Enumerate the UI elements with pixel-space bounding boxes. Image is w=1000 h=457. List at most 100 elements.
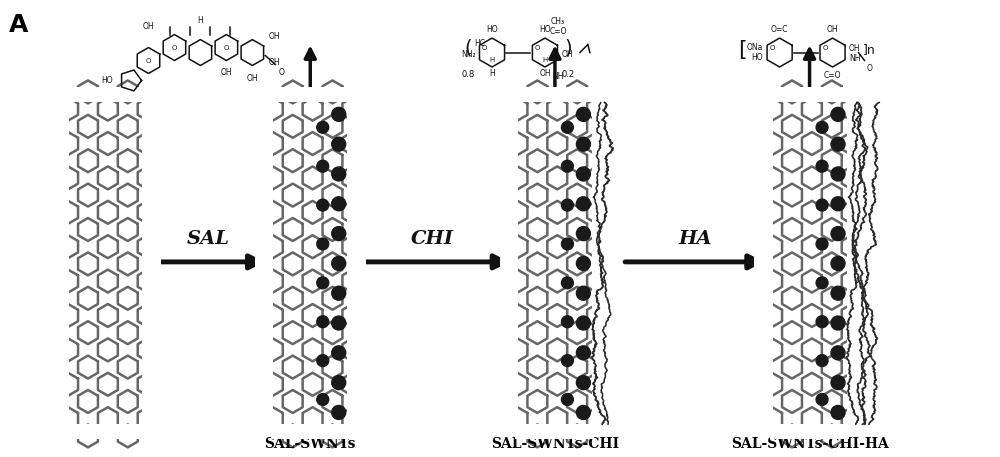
Text: O: O — [482, 45, 487, 51]
Circle shape — [831, 286, 845, 300]
Circle shape — [561, 160, 573, 172]
Text: H: H — [489, 69, 495, 78]
Bar — [847, 95, 865, 432]
Circle shape — [816, 122, 828, 133]
Text: SAL-SWNTs-CHI-HA: SAL-SWNTs-CHI-HA — [731, 437, 888, 452]
Text: O: O — [172, 44, 177, 51]
Text: OH: OH — [539, 69, 551, 78]
Circle shape — [561, 122, 573, 133]
Circle shape — [332, 197, 346, 211]
Text: OH: OH — [143, 21, 154, 31]
Text: 0.8: 0.8 — [461, 70, 475, 79]
Bar — [271, 87, 350, 102]
Circle shape — [561, 393, 573, 405]
Circle shape — [317, 316, 329, 328]
Circle shape — [816, 199, 828, 211]
Text: SAL: SAL — [186, 230, 229, 248]
Text: C=O: C=O — [549, 27, 567, 36]
Circle shape — [576, 346, 590, 360]
Circle shape — [816, 355, 828, 367]
Text: OH: OH — [849, 44, 861, 53]
Circle shape — [332, 107, 346, 121]
Text: ONa: ONa — [747, 43, 763, 52]
Bar — [50, 95, 69, 432]
Text: SAL-SWNTs: SAL-SWNTs — [265, 437, 356, 452]
Circle shape — [561, 316, 573, 328]
Circle shape — [332, 137, 346, 151]
Circle shape — [332, 316, 346, 330]
Circle shape — [332, 286, 346, 300]
Circle shape — [831, 376, 845, 390]
Bar — [515, 425, 594, 439]
Circle shape — [831, 346, 845, 360]
Text: C=O: C=O — [824, 71, 841, 80]
Circle shape — [816, 238, 828, 250]
Circle shape — [831, 137, 845, 151]
Circle shape — [831, 197, 845, 211]
Bar — [255, 95, 273, 432]
Circle shape — [831, 107, 845, 121]
Circle shape — [576, 107, 590, 121]
Bar — [68, 102, 143, 425]
Text: H: H — [198, 16, 203, 25]
Text: HO: HO — [486, 25, 498, 34]
Circle shape — [317, 393, 329, 405]
Text: H: H — [489, 57, 495, 63]
Bar — [66, 87, 145, 102]
Circle shape — [831, 227, 845, 240]
Circle shape — [332, 376, 346, 390]
Circle shape — [576, 376, 590, 390]
Text: CHI: CHI — [411, 230, 454, 248]
Circle shape — [561, 199, 573, 211]
Text: H: H — [542, 57, 548, 63]
Bar — [515, 87, 594, 102]
Circle shape — [576, 256, 590, 271]
Bar — [754, 95, 773, 432]
Bar — [66, 425, 145, 439]
Circle shape — [317, 199, 329, 211]
Circle shape — [576, 227, 590, 240]
Text: O: O — [535, 45, 540, 51]
Circle shape — [831, 256, 845, 271]
Text: NH: NH — [849, 54, 861, 63]
Text: HA: HA — [678, 230, 711, 248]
Circle shape — [332, 256, 346, 271]
Text: 0.2: 0.2 — [561, 70, 574, 79]
Circle shape — [317, 355, 329, 367]
Bar — [273, 102, 348, 425]
Circle shape — [332, 405, 346, 420]
Text: OH: OH — [561, 50, 573, 59]
Text: HO: HO — [752, 53, 763, 62]
Circle shape — [317, 277, 329, 289]
Bar — [347, 95, 366, 432]
Circle shape — [561, 355, 573, 367]
Text: (: ( — [464, 38, 472, 57]
Bar — [271, 425, 350, 439]
Text: ): ) — [564, 38, 572, 57]
Text: OH: OH — [268, 32, 280, 41]
Text: O=C: O=C — [771, 25, 788, 34]
Text: HO: HO — [539, 25, 551, 34]
Circle shape — [576, 137, 590, 151]
Bar — [142, 95, 161, 432]
Bar — [517, 102, 592, 425]
Circle shape — [816, 316, 828, 328]
Circle shape — [332, 167, 346, 181]
Circle shape — [317, 122, 329, 133]
Circle shape — [576, 167, 590, 181]
Circle shape — [561, 238, 573, 250]
Text: O: O — [822, 45, 828, 51]
Circle shape — [576, 316, 590, 330]
Circle shape — [576, 197, 590, 211]
Text: [: [ — [738, 40, 747, 59]
Bar — [770, 425, 849, 439]
Circle shape — [576, 405, 590, 420]
Bar — [500, 95, 518, 432]
Circle shape — [831, 405, 845, 420]
Text: NH₂: NH₂ — [461, 50, 476, 59]
Bar — [770, 87, 849, 102]
Text: HC: HC — [474, 39, 485, 48]
Circle shape — [332, 227, 346, 240]
Circle shape — [831, 167, 845, 181]
Text: O: O — [866, 64, 872, 73]
